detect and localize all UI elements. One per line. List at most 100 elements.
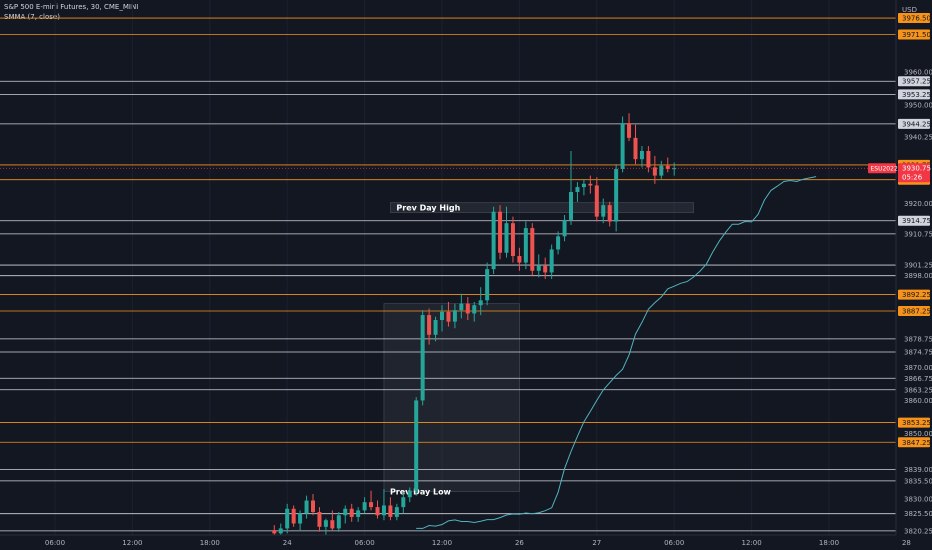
candles (272, 113, 677, 539)
candle-body (285, 508, 290, 529)
indicator-legend[interactable]: SMMA (7, close) (4, 13, 60, 21)
candle-body (472, 305, 477, 314)
chart-title: S&P 500 E-mini Futures, 30, CME_MINI (4, 3, 139, 11)
candle-body (510, 223, 515, 257)
x-tick-label: 12:00 (122, 539, 142, 547)
y-tick-label: 3898.00 (904, 272, 932, 280)
y-tick-label: 3860.00 (904, 397, 932, 405)
level-price-tag (898, 289, 930, 300)
candle-body (569, 192, 573, 220)
y-tick-label: 3874.75 (904, 349, 932, 357)
y-tick-label: 3863.25 (904, 386, 932, 394)
candle-body (614, 169, 619, 222)
symbol-tag (868, 163, 896, 174)
symbol-label: ESU2022 (871, 166, 898, 173)
level-price-tag (898, 89, 930, 100)
candle-body (517, 256, 522, 263)
bar-countdown: 05:26 (902, 174, 923, 182)
level-price-tag (898, 76, 930, 87)
range-box-rect (383, 303, 520, 492)
x-tick-label: 27 (592, 539, 601, 547)
candle-body (330, 520, 335, 529)
x-tick-label: 12:00 (432, 539, 452, 547)
candle-body (536, 265, 541, 271)
candle-body (549, 249, 554, 273)
candle-body (369, 502, 374, 508)
y-tick-label: 3830.00 (904, 495, 932, 503)
candle-body (601, 205, 606, 217)
smma-line-group (416, 176, 817, 529)
annotation-label[interactable]: Prev Day Low (390, 488, 452, 497)
candle-body (272, 530, 277, 534)
candle-body (562, 219, 567, 237)
candle-body (401, 497, 406, 508)
annotations[interactable]: Prev Day High Prev Day Low (390, 202, 694, 497)
level-price-label: 3892.25 (902, 291, 931, 299)
candle-body (498, 211, 503, 253)
candle-body (343, 508, 348, 516)
x-tick-label: 06:00 (355, 539, 375, 547)
smma-line (416, 176, 817, 529)
level-price-tag (898, 215, 930, 226)
x-tick-label: 18:00 (200, 539, 220, 547)
candle-body (543, 265, 548, 273)
price-levels[interactable] (0, 17, 896, 532)
candle-body (388, 505, 393, 517)
candle-body (620, 123, 625, 170)
x-tick-label: 28 (902, 539, 911, 547)
candle-body (356, 510, 361, 517)
candle-body (581, 183, 586, 188)
y-tick-label: 3920.00 (904, 200, 932, 208)
candle-body (504, 223, 509, 253)
candle-body (465, 303, 470, 314)
prev-day-high-zone[interactable] (390, 202, 694, 213)
candle-body (459, 303, 464, 311)
candle-body (575, 187, 580, 193)
candle-body (627, 123, 632, 138)
candle-body (394, 507, 399, 517)
candle-body (588, 183, 593, 186)
y-tick-label: 3870.00 (904, 364, 932, 372)
y-tick-label: 3850.00 (904, 430, 932, 438)
annotation-label[interactable]: Prev Day High (396, 204, 460, 213)
x-tick-label: 06:00 (664, 539, 684, 547)
y-tick-label: 3960.00 (904, 69, 932, 77)
price-labels: 3976.503971.503957.253953.253944.253931.… (0, 13, 931, 448)
candle-body (556, 236, 561, 250)
candle-body (665, 165, 670, 170)
time-axis[interactable]: 06:00 12:00 18:00 24 06:00 12:00 26 27 06:00 12:0… (0, 534, 932, 550)
y-tick-label: 3825.50 (904, 510, 932, 518)
level-price-label: 3976.50 (902, 15, 931, 23)
candle-body (672, 168, 677, 170)
level-price-label: 3971.50 (902, 31, 931, 39)
candle-body (452, 310, 457, 322)
current-price-label: 3930.75 (902, 165, 931, 173)
y-tick-label: 3839.00 (904, 466, 932, 474)
candle-body (594, 185, 599, 217)
level-price-label: 3887.25 (902, 307, 931, 315)
candle-body (407, 490, 412, 498)
candle-body (530, 228, 535, 271)
y-tick-label: 3910.75 (904, 230, 932, 238)
candle-body (304, 500, 309, 514)
candle-body (414, 400, 419, 491)
candle-body (639, 150, 644, 160)
level-price-tag (898, 305, 930, 316)
y-tick-label: 3901.25 (904, 262, 932, 270)
candle-body (659, 165, 664, 176)
level-price-tag (898, 13, 930, 24)
x-tick-label: 18:00 (819, 539, 839, 547)
y-tick-label: 3820.25 (904, 527, 932, 535)
candle-body (278, 528, 283, 534)
y-tick-label: 3940.25 (904, 134, 932, 142)
candle-body (478, 300, 483, 306)
candle-body (491, 211, 496, 270)
candle-body (523, 228, 528, 263)
x-tick-label: 06:00 (45, 539, 65, 547)
y-tick-label: 3950.00 (904, 102, 932, 110)
candle-body (446, 311, 451, 322)
candle-body (633, 137, 638, 160)
x-tick-label: 24 (283, 539, 292, 547)
range-box (383, 303, 520, 492)
